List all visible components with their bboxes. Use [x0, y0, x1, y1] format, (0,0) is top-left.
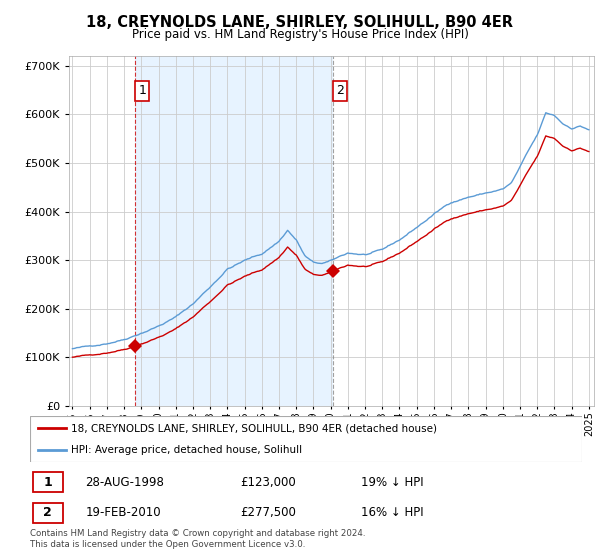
Text: 19-FEB-2010: 19-FEB-2010 [85, 506, 161, 519]
Text: 16% ↓ HPI: 16% ↓ HPI [361, 506, 424, 519]
Text: HPI: Average price, detached house, Solihull: HPI: Average price, detached house, Soli… [71, 445, 302, 455]
Text: 1: 1 [138, 85, 146, 97]
Text: 2: 2 [43, 506, 52, 519]
Text: £277,500: £277,500 [240, 506, 296, 519]
Text: 19% ↓ HPI: 19% ↓ HPI [361, 475, 424, 488]
Text: £123,000: £123,000 [240, 475, 296, 488]
Text: 18, CREYNOLDS LANE, SHIRLEY, SOLIHULL, B90 4ER: 18, CREYNOLDS LANE, SHIRLEY, SOLIHULL, B… [86, 15, 514, 30]
Text: 28-AUG-1998: 28-AUG-1998 [85, 475, 164, 488]
FancyBboxPatch shape [33, 472, 63, 492]
FancyBboxPatch shape [33, 503, 63, 522]
Text: 1: 1 [43, 475, 52, 488]
Text: 2: 2 [336, 85, 344, 97]
Bar [135, 56, 333, 406]
Text: 18, CREYNOLDS LANE, SHIRLEY, SOLIHULL, B90 4ER (detached house): 18, CREYNOLDS LANE, SHIRLEY, SOLIHULL, B… [71, 423, 437, 433]
Text: Contains HM Land Registry data © Crown copyright and database right 2024.
This d: Contains HM Land Registry data © Crown c… [30, 529, 365, 549]
Text: Price paid vs. HM Land Registry's House Price Index (HPI): Price paid vs. HM Land Registry's House … [131, 28, 469, 41]
